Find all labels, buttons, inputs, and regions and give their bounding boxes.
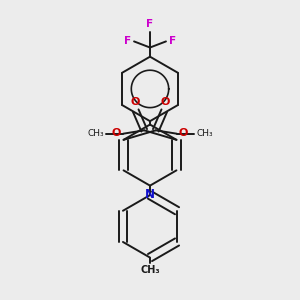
Text: CH₃: CH₃ xyxy=(87,128,104,137)
Text: O: O xyxy=(179,128,188,138)
Text: CH₃: CH₃ xyxy=(140,266,160,275)
Text: F: F xyxy=(146,19,154,28)
Text: O: O xyxy=(130,97,140,107)
Text: F: F xyxy=(169,36,176,46)
Text: CH₃: CH₃ xyxy=(196,128,213,137)
Text: N: N xyxy=(145,188,155,201)
Text: O: O xyxy=(160,97,170,107)
Text: O: O xyxy=(112,128,121,138)
Text: F: F xyxy=(124,36,131,46)
